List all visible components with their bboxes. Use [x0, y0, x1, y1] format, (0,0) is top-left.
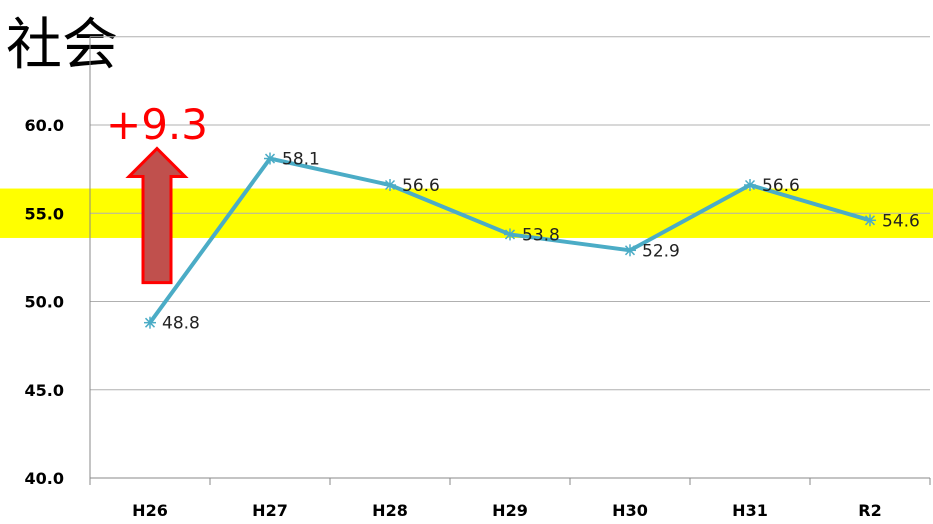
x-tick-label: R2	[858, 501, 881, 520]
up-arrow-icon	[125, 146, 189, 285]
data-label: 52.9	[642, 241, 680, 261]
x-tick-label: H31	[732, 501, 768, 520]
axes: 40.0 45.0 50.0 55.0 60.0 H26 H27 H28 H29 H30 H31 R2	[25, 36, 931, 520]
y-tick-label: 45.0	[25, 381, 64, 400]
data-point-marker	[744, 179, 756, 192]
y-tick-label: 40.0	[25, 469, 64, 488]
data-point-marker	[264, 152, 276, 165]
data-label: 58.1	[282, 150, 320, 170]
y-tick-label: 60.0	[25, 116, 64, 135]
data-label: 54.6	[882, 211, 920, 231]
data-label: 56.6	[402, 176, 440, 196]
x-tick-label: H30	[612, 501, 648, 520]
data-point-marker	[504, 228, 516, 241]
annotation-layer: +9.3	[106, 100, 208, 285]
x-tick-label: H27	[252, 501, 288, 520]
x-tick-label: H28	[372, 501, 408, 520]
data-point-marker	[144, 316, 156, 329]
x-tick-label: H26	[132, 501, 168, 520]
data-point-marker	[624, 244, 636, 257]
data-label: 53.8	[522, 225, 560, 245]
x-tick-label: H29	[492, 501, 528, 520]
y-tick-label: 50.0	[25, 293, 64, 312]
data-point-marker	[864, 214, 876, 227]
chart-title: 社会	[6, 13, 118, 78]
data-label: 48.8	[162, 314, 200, 334]
gridlines	[90, 36, 930, 391]
y-tick-label: 55.0	[25, 204, 64, 223]
data-label: 56.6	[762, 176, 800, 196]
series-layer: 48.8 58.1 56.6 53.8 52.9 56.6 54.6	[144, 150, 920, 334]
data-point-marker	[384, 179, 396, 192]
annotation-label: +9.3	[106, 100, 208, 149]
